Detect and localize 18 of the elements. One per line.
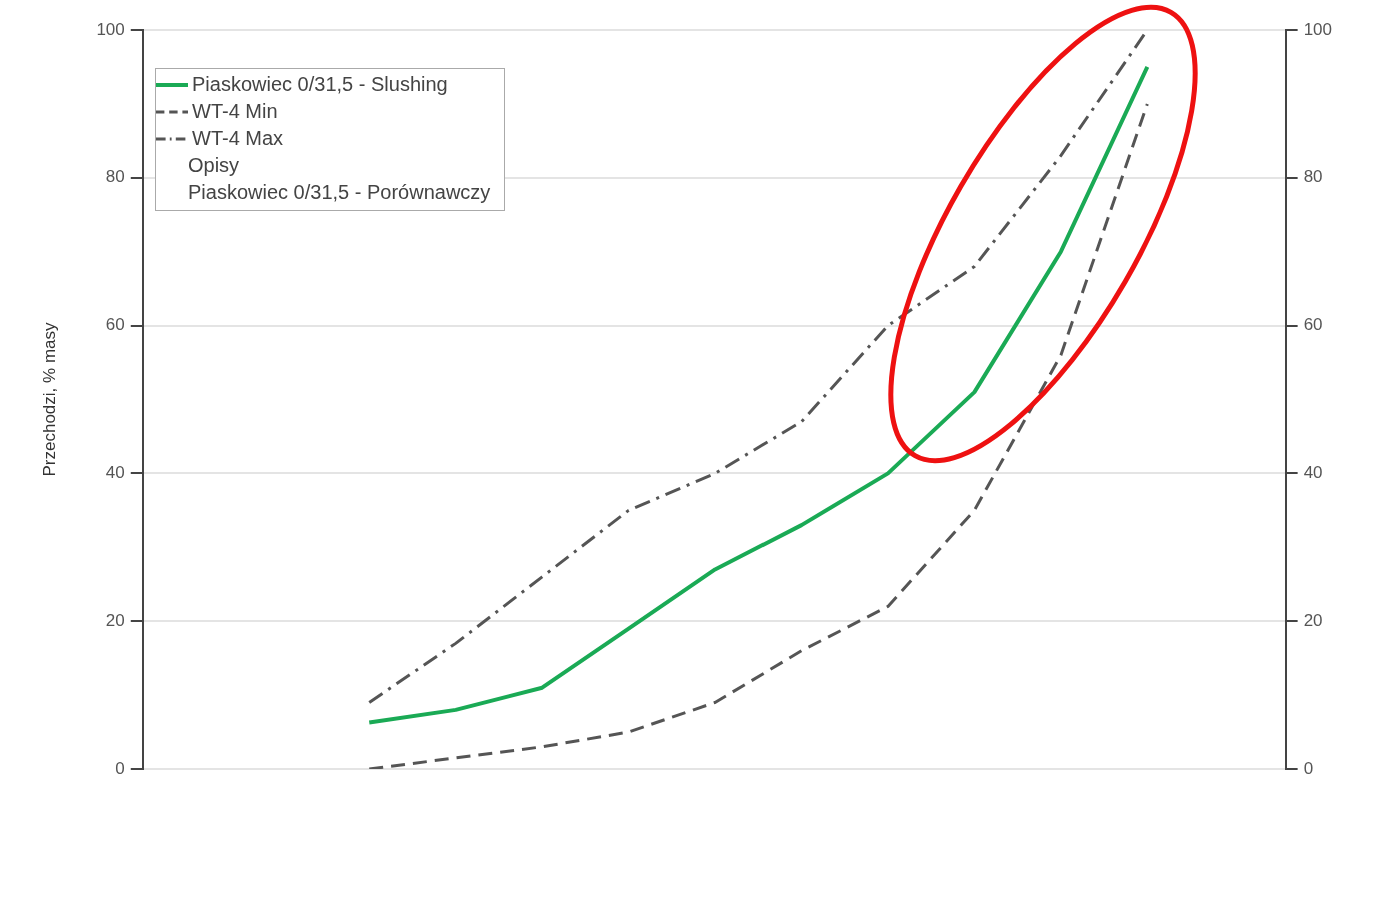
text: Opisy [188, 154, 240, 177]
y-tick-label: 0 [115, 758, 125, 778]
y2-tick-label: 0 [1303, 758, 1314, 778]
y2-tick-label: 80 [1303, 167, 1323, 187]
legend-label: WT-4 Max [192, 127, 284, 150]
y2-tick-label: 100 [1303, 19, 1333, 39]
y-axis-title: Przechodzi, % masy [39, 322, 59, 477]
legend-label: WT-4 Min [192, 100, 278, 123]
y-tick-label: 40 [105, 463, 125, 483]
y-tick-label: 60 [105, 315, 125, 335]
y-tick-label: 20 [105, 610, 125, 630]
y2-tick-label: 60 [1303, 315, 1323, 335]
y2-tick-label: 20 [1303, 610, 1323, 630]
y2-tick-label: 40 [1303, 463, 1323, 483]
y-tick-label: 100 [96, 19, 125, 39]
y-tick-label: 80 [105, 167, 125, 187]
legend-label: Piaskowiec 0/31,5 - Slushing [192, 73, 448, 96]
annotation: Piaskowiec 0/31,5 - Porównawczy [188, 181, 491, 204]
